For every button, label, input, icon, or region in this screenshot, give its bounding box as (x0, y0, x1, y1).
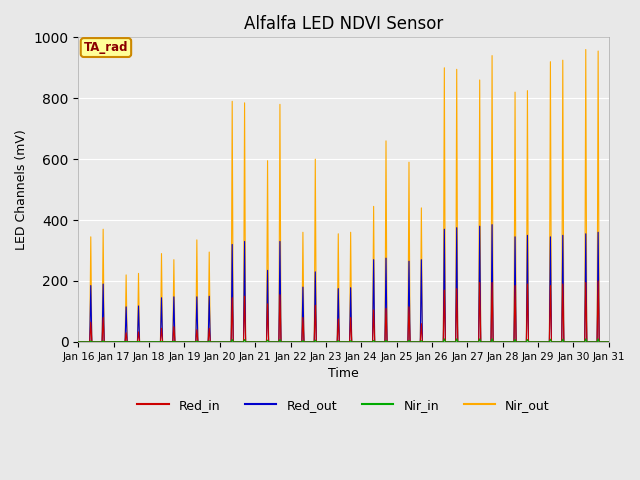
Legend: Red_in, Red_out, Nir_in, Nir_out: Red_in, Red_out, Nir_in, Nir_out (132, 394, 555, 417)
Y-axis label: LED Channels (mV): LED Channels (mV) (15, 129, 28, 250)
X-axis label: Time: Time (328, 367, 359, 380)
Text: TA_rad: TA_rad (84, 41, 128, 54)
Title: Alfalfa LED NDVI Sensor: Alfalfa LED NDVI Sensor (244, 15, 444, 33)
